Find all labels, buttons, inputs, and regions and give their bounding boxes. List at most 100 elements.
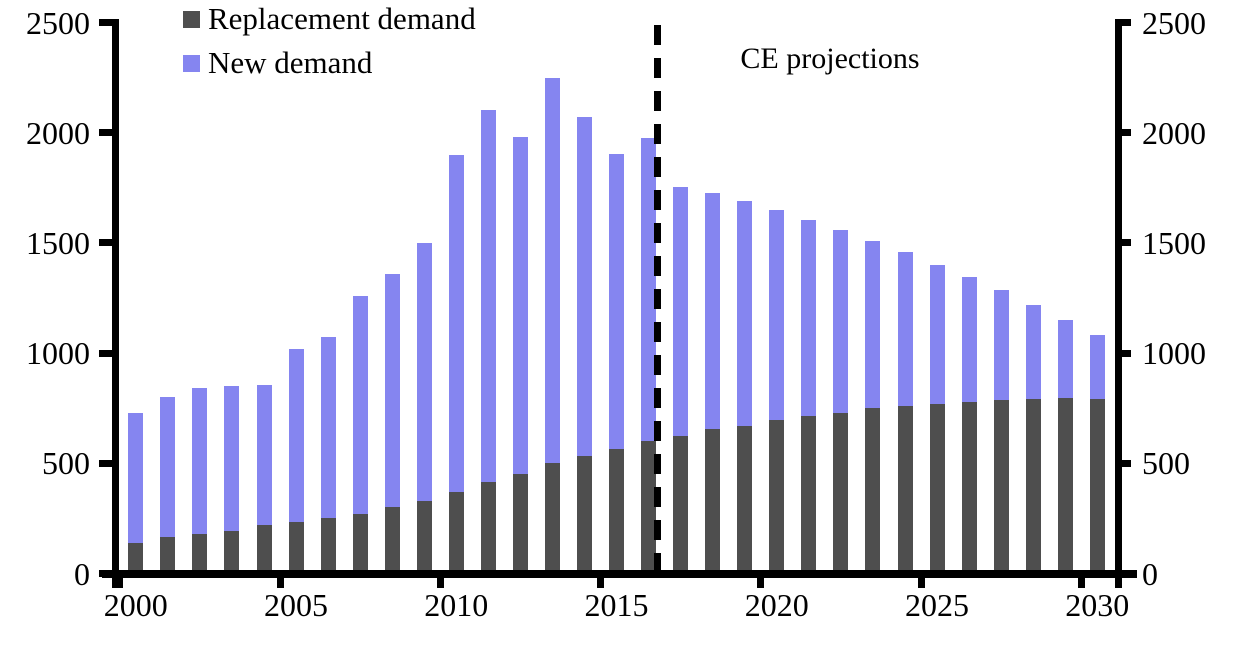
bar-2028-new [1025,304,1041,400]
x-axis-line [102,570,1137,578]
y-tick-left-1000 [99,349,112,357]
bar-2028-replacement [1025,399,1041,577]
legend-label-replacement-demand: Replacement demand [208,1,476,36]
y-axis-label-left-2000: 2000 [26,114,90,151]
bar-2019-new [737,201,753,426]
x-axis-label-2005: 2005 [264,587,329,623]
legend-item-new-demand: New demand [183,41,476,85]
bar-2018-new [705,193,721,430]
y-tick-left-0 [99,570,112,577]
y-tick-right-2500 [1118,19,1131,26]
bar-2008-new [384,273,400,508]
bar-2012-new [512,137,528,475]
bar-2010-new [448,154,464,492]
x-axis-label-2000: 2000 [103,587,168,623]
y-axis-label-right-1000: 1000 [1142,335,1206,372]
projection-annotation: CE projections [740,42,920,75]
bar-2022-replacement [833,412,849,577]
x-tick-2010 [436,577,444,588]
bar-2030-replacement [1089,399,1105,577]
bar-2027-new [993,290,1009,401]
y-tick-left-2000 [99,129,112,137]
bar-2017-new [673,186,689,436]
y-tick-left-2500 [99,19,112,26]
bar-2011-new [480,109,496,483]
y-axis-label-left-0: 0 [74,555,90,592]
bar-2007-new [352,295,368,514]
legend-swatch-new-demand-icon [183,54,200,72]
bar-2008-replacement [384,507,400,577]
legend-label-new-demand: New demand [208,45,373,80]
bar-2012-replacement [512,474,528,577]
bar-2007-replacement [352,513,368,577]
y-axis-label-left-500: 500 [42,445,90,482]
bar-2023-new [865,240,881,409]
y-axis-label-right-1500: 1500 [1142,224,1206,261]
bar-2023-replacement [865,408,881,577]
y-tick-right-2000 [1118,129,1131,137]
bar-2020-replacement [769,420,785,577]
x-axis-label-2015: 2015 [584,587,649,623]
bar-2013-replacement [544,463,560,577]
bar-2014-replacement [577,455,592,577]
x-tick-2020 [757,577,765,588]
bar-2029-new [1057,320,1073,399]
y-axis-label-right-2000: 2000 [1142,114,1206,151]
bar-2009-new [416,242,432,501]
bar-2026-replacement [961,401,977,577]
bar-2022-new [833,229,849,413]
x-axis-label-2030: 2030 [1065,587,1130,623]
y-tick-right-1500 [1118,239,1131,247]
y-tick-right-500 [1118,459,1131,467]
bar-2002-new [192,388,208,534]
bar-2003-replacement [224,530,240,577]
bar-2015-replacement [609,448,625,577]
bar-2021-replacement [801,415,817,577]
legend-item-replacement-demand: Replacement demand [183,0,476,41]
bar-2015-new [609,153,625,449]
bar-2006-replacement [320,518,336,577]
bar-2014-new [577,117,592,456]
y-tick-left-1500 [99,239,112,247]
y-tick-left-500 [99,459,112,467]
bar-2009-replacement [416,500,432,577]
bar-2006-new [320,336,336,519]
bar-2020-new [769,209,785,421]
bar-2018-replacement [705,429,721,577]
bar-2021-new [801,219,817,416]
y-axis-right-line [1114,19,1122,588]
legend: Replacement demand New demand [183,0,476,85]
bar-2000-replacement [128,542,144,577]
bar-2029-replacement [1057,398,1073,577]
bar-2019-replacement [737,425,753,577]
bar-2024-replacement [897,405,913,577]
bar-2030-new [1089,335,1105,400]
y-axis-label-left-1000: 1000 [26,335,90,372]
bar-2025-replacement [929,403,945,577]
x-tick-2030 [1077,577,1085,588]
bar-2024-new [897,251,913,406]
x-tick-2025 [917,577,925,588]
legend-swatch-replacement-demand-icon [183,10,200,28]
y-axis-label-left-1500: 1500 [26,224,90,261]
bar-2001-new [160,397,176,538]
bar-2001-replacement [160,537,176,577]
bar-2013-new [544,77,560,464]
bar-2025-new [929,264,945,404]
bar-2005-new [288,348,304,522]
x-axis-label-2025: 2025 [905,587,970,623]
bar-2000-new [128,412,144,543]
bar-2003-new [224,386,240,531]
bar-2017-replacement [673,435,689,577]
x-axis-label-2020: 2020 [744,587,809,623]
bar-2026-new [961,277,977,402]
bar-2016-new [641,138,657,442]
bar-2005-replacement [288,521,304,577]
x-tick-2015 [597,577,605,588]
x-axis-label-2010: 2010 [424,587,489,623]
bar-2004-new [256,385,272,525]
y-axis-left-line [112,19,119,588]
y-axis-label-left-2500: 2500 [26,4,90,41]
y-tick-right-1000 [1118,349,1131,357]
